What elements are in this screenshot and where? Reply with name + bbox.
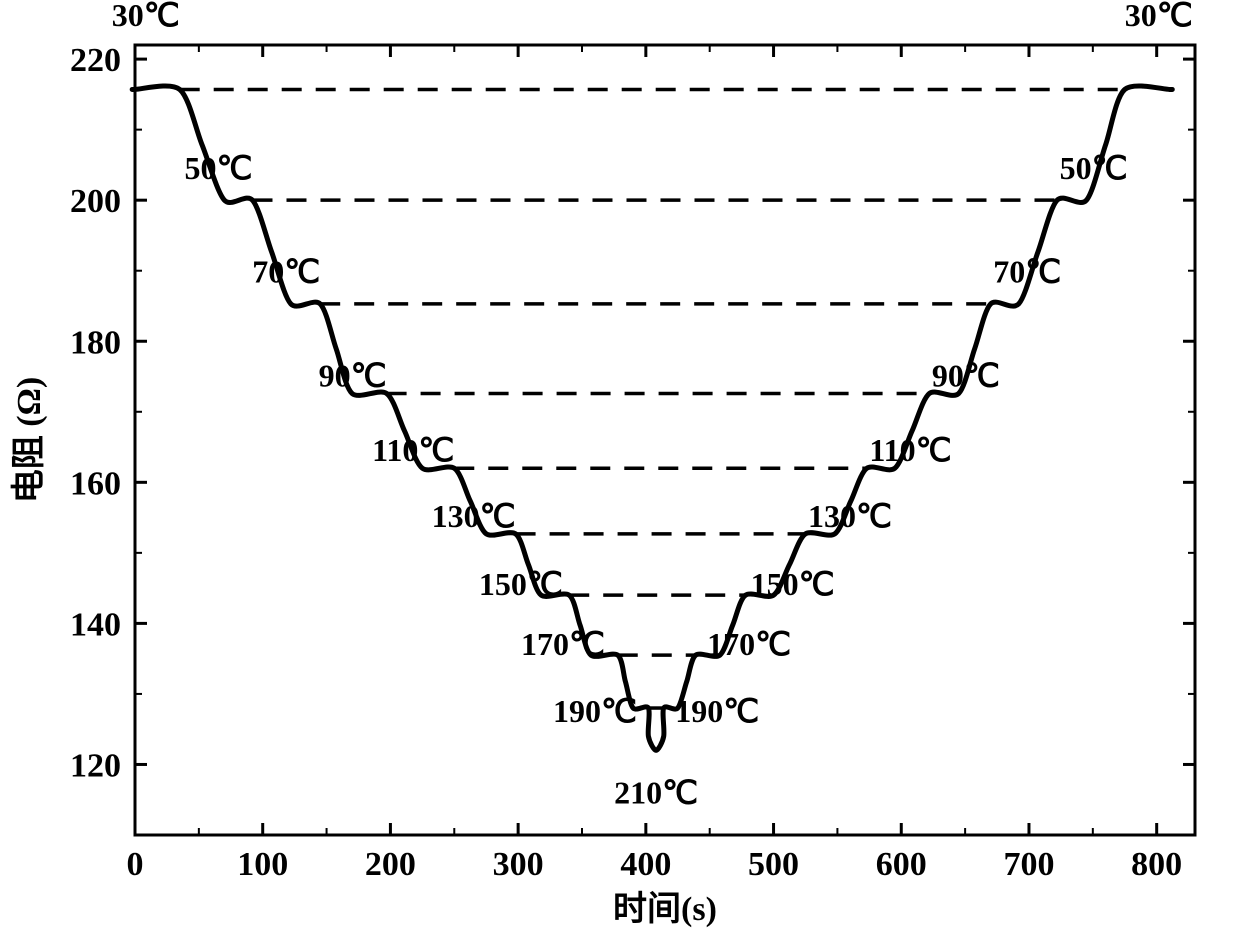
svg-text:400: 400 <box>620 846 671 883</box>
svg-text:120: 120 <box>70 747 121 784</box>
svg-text:160: 160 <box>70 465 121 502</box>
svg-text:170℃: 170℃ <box>521 626 605 662</box>
svg-text:600: 600 <box>876 846 927 883</box>
svg-text:180: 180 <box>70 324 121 361</box>
svg-text:200: 200 <box>70 183 121 220</box>
svg-text:50℃: 50℃ <box>1060 150 1128 186</box>
svg-text:190℃: 190℃ <box>675 693 759 729</box>
svg-text:190℃: 190℃ <box>553 693 637 729</box>
svg-text:110℃: 110℃ <box>372 432 454 468</box>
svg-text:电阻 (Ω): 电阻 (Ω) <box>10 377 48 503</box>
svg-text:130℃: 130℃ <box>808 498 892 534</box>
svg-text:30℃: 30℃ <box>1125 0 1193 33</box>
svg-text:时间(s): 时间(s) <box>613 890 717 928</box>
svg-text:50℃: 50℃ <box>185 150 253 186</box>
svg-text:800: 800 <box>1131 846 1182 883</box>
svg-text:90℃: 90℃ <box>319 357 387 393</box>
svg-text:70℃: 70℃ <box>993 254 1061 290</box>
svg-text:140: 140 <box>70 606 121 643</box>
svg-text:200: 200 <box>365 846 416 883</box>
svg-text:30℃: 30℃ <box>112 0 180 33</box>
svg-text:220: 220 <box>70 42 121 79</box>
svg-text:150℃: 150℃ <box>751 566 835 602</box>
svg-text:150℃: 150℃ <box>479 566 563 602</box>
svg-text:90℃: 90℃ <box>932 357 1000 393</box>
svg-text:0: 0 <box>127 846 144 883</box>
svg-text:700: 700 <box>1003 846 1054 883</box>
svg-text:170℃: 170℃ <box>707 626 791 662</box>
svg-text:210℃: 210℃ <box>614 774 698 810</box>
svg-text:70℃: 70℃ <box>252 254 320 290</box>
svg-text:300: 300 <box>493 846 544 883</box>
svg-text:500: 500 <box>748 846 799 883</box>
svg-text:100: 100 <box>237 846 288 883</box>
svg-text:110℃: 110℃ <box>869 432 951 468</box>
resistance-vs-time-chart: 0 100 200 300 400 500 600 700 800 120 140 160 180 200… <box>0 0 1240 941</box>
svg-text:130℃: 130℃ <box>432 498 516 534</box>
